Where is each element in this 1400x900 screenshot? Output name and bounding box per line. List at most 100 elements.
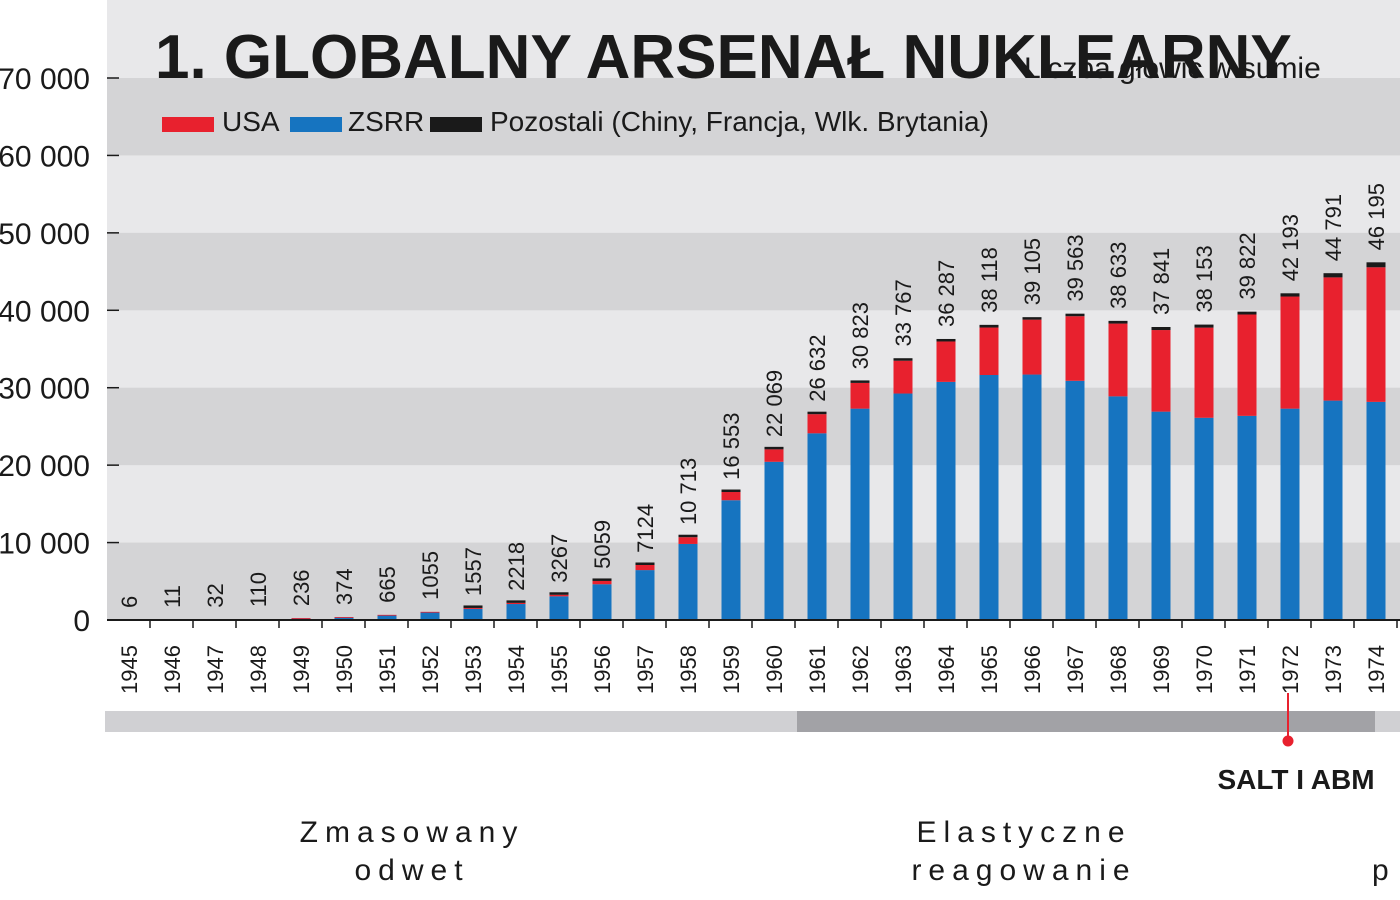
- y-tick-label: 0: [73, 605, 90, 638]
- data-label-1963: 33 767: [891, 279, 916, 346]
- x-tick-label-1948: 1948: [246, 645, 271, 694]
- x-tick-label-1945: 1945: [117, 645, 142, 694]
- data-label-1945: 6: [117, 596, 142, 608]
- y-tick-label: 40 000: [0, 295, 90, 328]
- bar-zsrr-1957: [635, 570, 655, 620]
- x-tick-label-1949: 1949: [289, 645, 314, 694]
- bar-pozostali-1956: [592, 578, 612, 581]
- data-label-1967: 39 563: [1063, 234, 1088, 301]
- bar-usa-1961: [807, 414, 827, 434]
- bar-zsrr-1954: [506, 604, 526, 620]
- chart-subtitle: Liczba głowic w sumie: [1024, 52, 1321, 85]
- bar-zsrr-1968: [1108, 396, 1128, 620]
- bar-usa-1952: [420, 611, 440, 613]
- x-tick-label-1974: 1974: [1364, 645, 1389, 694]
- bars: [119, 262, 1386, 621]
- bar-usa-1972: [1280, 296, 1300, 409]
- bar-usa-1951: [377, 614, 397, 616]
- legend-label-others: Pozostali (Chiny, Francja, Wlk. Brytania…: [490, 106, 989, 137]
- y-tick-label: 30 000: [0, 373, 90, 406]
- bar-pozostali-1964: [936, 338, 956, 342]
- bar-usa-1970: [1194, 327, 1214, 418]
- x-tick-label-1951: 1951: [375, 645, 400, 694]
- y-tick-label: 60 000: [0, 140, 90, 173]
- bar-usa-1964: [936, 341, 956, 382]
- bar-pozostali-1962: [850, 380, 870, 383]
- bar-zsrr-1967: [1065, 380, 1085, 620]
- y-tick-label: 70 000: [0, 63, 90, 96]
- era-label-line: reagowanie: [911, 854, 1137, 887]
- x-tick-label-1947: 1947: [203, 645, 228, 694]
- bar-usa-1963: [893, 360, 913, 394]
- timeline: [105, 693, 1400, 747]
- bar-pozostali-1969: [1151, 327, 1171, 331]
- background-band: [107, 232, 1400, 311]
- data-label-1954: 2218: [504, 542, 529, 591]
- data-label-1960: 22 069: [762, 370, 787, 437]
- bar-usa-1955: [549, 594, 569, 597]
- data-label-1970: 38 153: [1192, 245, 1217, 312]
- x-tick-label-1946: 1946: [160, 645, 185, 694]
- era-label-line: Zmasowany: [299, 816, 525, 849]
- x-tick-label-1971: 1971: [1235, 645, 1260, 694]
- x-tick-label-1950: 1950: [332, 645, 357, 694]
- bar-usa-1965: [979, 327, 999, 376]
- bar-pozostali-1960: [764, 446, 784, 450]
- era-label-line: p: [1372, 854, 1396, 887]
- bar-zsrr-1953: [463, 608, 483, 620]
- x-tick-label-1963: 1963: [891, 645, 916, 694]
- x-tick-label-1956: 1956: [590, 645, 615, 694]
- data-label-1957: 7124: [633, 504, 658, 553]
- background-bands: [107, 0, 1400, 620]
- bar-zsrr-1962: [850, 408, 870, 620]
- data-label-1964: 36 287: [934, 260, 959, 327]
- bar-usa-1966: [1022, 319, 1042, 375]
- bar-usa-1969: [1151, 330, 1171, 412]
- data-label-1959: 16 553: [719, 413, 744, 480]
- x-tick-label-1953: 1953: [461, 645, 486, 694]
- bar-usa-1960: [764, 449, 784, 462]
- x-tick-label-1968: 1968: [1106, 645, 1131, 694]
- background-band: [107, 542, 1400, 620]
- data-label-1968: 38 633: [1106, 242, 1131, 309]
- bar-usa-1954: [506, 602, 526, 605]
- legend-swatch-others: [430, 117, 482, 132]
- y-tick-label: 20 000: [0, 450, 90, 483]
- bar-pozostali-1965: [979, 324, 999, 328]
- era-label-massive-retaliation: Zmasowany odwet: [262, 814, 562, 890]
- x-tick-label-1969: 1969: [1149, 645, 1174, 694]
- data-label-1969: 37 841: [1149, 248, 1174, 315]
- data-label-1973: 44 791: [1321, 194, 1346, 261]
- bar-pozostali-1955: [549, 592, 569, 595]
- bar-pozostali-1963: [893, 358, 913, 361]
- bar-pozostali-1961: [807, 411, 827, 415]
- data-label-1953: 1557: [461, 547, 486, 596]
- bar-pozostali-1957: [635, 562, 655, 565]
- bar-pozostali-1966: [1022, 317, 1042, 320]
- bar-usa-1949: [291, 618, 311, 619]
- bar-pozostali-1971: [1237, 311, 1257, 315]
- data-label-1948: 110: [246, 572, 271, 607]
- x-tick-label-1954: 1954: [504, 645, 529, 694]
- era-label-line: Elastyczne: [916, 816, 1132, 849]
- bar-usa-1962: [850, 382, 870, 409]
- bar-pozostali-1974: [1366, 262, 1386, 268]
- legend-label-zsrr: ZSRR: [348, 106, 424, 137]
- bar-zsrr-1973: [1323, 400, 1343, 620]
- bar-zsrr-1971: [1237, 415, 1257, 620]
- bar-zsrr-1958: [678, 543, 698, 620]
- bar-usa-1967: [1065, 316, 1085, 381]
- data-label-1962: 30 823: [848, 302, 873, 369]
- y-tick-label: 50 000: [0, 218, 90, 251]
- data-labels: 6 11 32 110 236 374 665 1055 1557 2218 3267 5059 712…: [117, 183, 1389, 608]
- bar-zsrr-1951: [377, 615, 397, 620]
- legend-label-usa: USA: [222, 106, 280, 137]
- bar-usa-1968: [1108, 323, 1128, 397]
- bar-zsrr-1966: [1022, 374, 1042, 620]
- bar-pozostali-1967: [1065, 313, 1085, 317]
- bar-pozostali-1954: [506, 600, 526, 603]
- x-tick-label-1962: 1962: [848, 645, 873, 694]
- salt-marker-dot: [1282, 735, 1294, 747]
- bar-pozostali-1959: [721, 489, 741, 493]
